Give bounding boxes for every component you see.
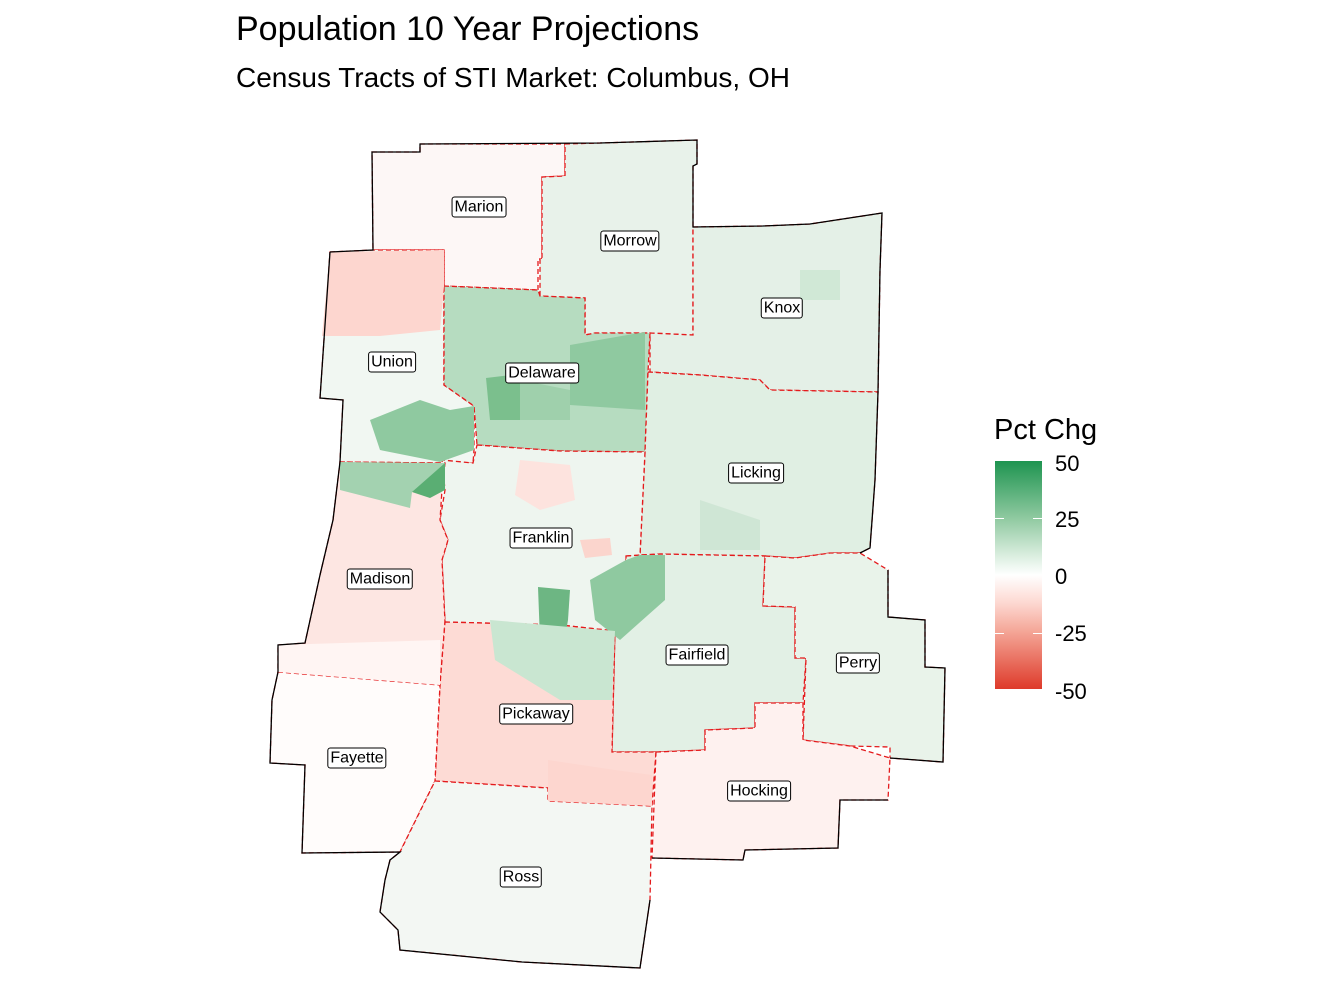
chart-title: Population 10 Year Projections <box>236 10 700 48</box>
county-label-knox: Knox <box>760 297 804 319</box>
legend-tick <box>1033 633 1042 634</box>
legend-label-neg25: -25 <box>1055 621 1087 646</box>
legend-tick <box>1033 518 1042 519</box>
legend-label-0: 0 <box>1055 564 1068 589</box>
county-label-delaware: Delaware <box>505 362 579 384</box>
tract-accents <box>278 250 840 806</box>
legend-title: Pct Chg <box>994 414 1098 446</box>
county-label-madison: Madison <box>346 568 414 590</box>
county-label-fayette: Fayette <box>327 747 387 769</box>
county-label-pickaway: Pickaway <box>499 703 573 725</box>
county-label-franklin: Franklin <box>509 527 573 549</box>
county-label-marion: Marion <box>451 196 507 218</box>
county-label-hocking: Hocking <box>727 780 791 802</box>
chart-subtitle: Census Tracts of STI Market: Columbus, O… <box>236 62 790 93</box>
outer-boundary <box>269 139 946 969</box>
legend-label-neg50: -50 <box>1055 679 1087 704</box>
county-label-morrow: Morrow <box>600 230 660 252</box>
legend-label-50: 50 <box>1055 451 1080 476</box>
legend-colorbar <box>995 461 1042 689</box>
county-label-licking: Licking <box>728 462 784 484</box>
legend-label-25: 25 <box>1055 507 1080 532</box>
county-label-ross: Ross <box>499 866 543 888</box>
legend-tick <box>995 518 1004 519</box>
county-label-perry: Perry <box>835 652 881 674</box>
county-label-union: Union <box>368 351 416 373</box>
county-label-fairfield: Fairfield <box>665 644 729 666</box>
legend-tick <box>995 633 1004 634</box>
